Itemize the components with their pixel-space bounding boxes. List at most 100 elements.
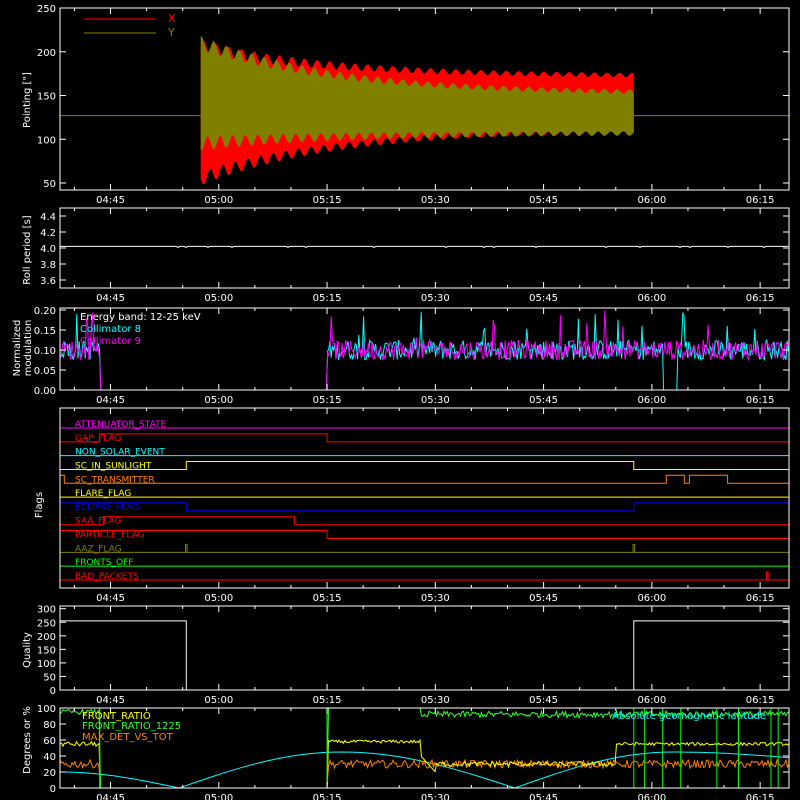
x-tick-label: 05:15 — [313, 195, 342, 206]
y-tick-label: 150 — [37, 645, 56, 656]
flag-fronts-off-label: FRONTS_OFF — [75, 558, 133, 568]
y-tick-label: 250 — [37, 4, 56, 15]
flag-sc-in-sunlight-label: SC_IN_SUNLIGHT — [75, 461, 152, 471]
y-tick-label: 20 — [43, 768, 56, 779]
flags-plot: ATTENUATOR_STATE GAP_FLAG NON_SOLAR_EVENT S… — [60, 420, 789, 582]
legend-front-ratio-1225: FRONT_RATIO_1225 — [82, 721, 181, 732]
legend-y-label: Y — [167, 26, 175, 39]
y-tick-label: 200 — [37, 632, 56, 643]
flag-saa-flag-line — [60, 516, 789, 526]
flags-panel: ATTENUATOR_STATE GAP_FLAG NON_SOLAR_EVENT S… — [34, 407, 790, 604]
ratios-axes: 04:45 05:00 05:15 05:30 05:45 06:00 06:15 0 20 40… — [37, 704, 790, 800]
y-tick-label: 150 — [37, 92, 56, 103]
x-tick-label: 05:45 — [529, 793, 558, 800]
legend-max-det-vs-tot: MAX_DET_VS_TOT — [82, 732, 174, 743]
x-tick-label: 05:45 — [529, 695, 558, 706]
y-tick-label: 200 — [37, 48, 56, 59]
legend-collimator-9: Collimator 9 — [80, 336, 141, 347]
y-tick-label: 0.20 — [34, 306, 56, 317]
legend-geomagnetic-latitude: Absolute geomagnetic latitude — [612, 711, 766, 722]
x-tick-label: 04:45 — [96, 293, 125, 304]
x-tick-label: 05:30 — [421, 695, 450, 706]
x-tick-label: 05:00 — [204, 293, 233, 304]
flag-non-solar-event-label: NON_SOLAR_EVENT — [75, 448, 165, 458]
flags-axes: 04:45 05:00 05:15 05:30 05:45 06:00 06:15 — [59, 407, 790, 604]
flag-attenuator-state-label: ATTENUATOR_STATE — [75, 420, 167, 430]
y-tick-label: 100 — [37, 135, 56, 146]
x-tick-label: 06:00 — [637, 793, 666, 800]
flag-eclipse-flag-label: ECLIPSE_FLAG — [75, 503, 139, 513]
y-tick-label: 40 — [43, 752, 56, 763]
ratios-ylabel: Degrees or % — [22, 706, 33, 774]
plot-frame — [59, 707, 790, 789]
x-tick-label: 04:45 — [96, 395, 125, 406]
x-tick-label: 06:00 — [637, 695, 666, 706]
roll-axes: 04:45 05:00 05:15 05:30 05:45 06:00 06:15 3.6 3.… — [40, 207, 790, 304]
plot-frame — [59, 7, 790, 191]
pointing-panel: 04:45 05:00 05:15 05:30 05:45 06:00 06:15 50 100… — [22, 4, 790, 206]
flag-sc-transmitter-label: SC_TRANSMITTER — [75, 475, 155, 485]
geomagnetic-latitude-series — [60, 751, 790, 789]
flag-particle-flag-line — [60, 530, 789, 540]
quality-axes: 04:45 05:00 05:15 05:30 05:45 06:00 06:15 0 50 10… — [37, 605, 790, 706]
roll-period-line — [60, 245, 788, 248]
quality-panel: 04:45 05:00 05:15 05:30 05:45 06:00 06:15 0 50 10… — [22, 605, 790, 706]
x-tick-label: 06:15 — [746, 695, 775, 706]
x-tick-label: 05:45 — [529, 195, 558, 206]
y-tick-label: 4.0 — [40, 244, 56, 255]
modulation-axes: 04:45 05:00 05:15 05:30 05:45 06:00 06:15 0.00 0… — [34, 306, 790, 406]
x-tick-label: 06:15 — [746, 293, 775, 304]
flags-ylabel: Flags — [34, 492, 45, 518]
x-tick-label: 05:00 — [204, 793, 233, 800]
plot-frame — [59, 307, 790, 391]
x-tick-label: 05:00 — [204, 695, 233, 706]
modulation-panel: 04:45 05:00 05:15 05:30 05:45 06:00 06:15 0.00 0… — [12, 306, 790, 406]
flag-bad-packets-label: BAD_PACKETS — [75, 572, 139, 582]
flag-gap-flag-label: GAP_FLAG — [75, 434, 121, 444]
pointing-ylabel: Pointing ["] — [22, 72, 33, 128]
y-tick-label: 300 — [37, 605, 56, 616]
x-tick-label: 05:00 — [204, 593, 233, 604]
plot-frame — [59, 605, 790, 691]
legend-front-ratio: FRONT_RATIO — [82, 711, 151, 722]
flag-gap-flag-line — [60, 433, 789, 443]
x-tick-label: 05:15 — [313, 695, 342, 706]
x-tick-label: 04:45 — [96, 793, 125, 800]
flag-eclipse-flag-line — [60, 502, 789, 512]
x-tick-label: 06:15 — [746, 793, 775, 800]
x-tick-label: 05:30 — [421, 593, 450, 604]
x-tick-label: 05:30 — [421, 793, 450, 800]
y-tick-label: 0.10 — [34, 346, 56, 357]
x-tick-label: 06:00 — [637, 293, 666, 304]
x-tick-label: 06:00 — [637, 395, 666, 406]
x-tick-label: 05:30 — [421, 195, 450, 206]
flag-sc-in-sunlight-line — [60, 460, 789, 470]
y-tick-label: 100 — [37, 659, 56, 670]
y-tick-label: 0.00 — [34, 386, 56, 397]
y-tick-label: 3.6 — [40, 276, 56, 287]
x-tick-label: 05:30 — [421, 395, 450, 406]
x-tick-label: 05:45 — [529, 593, 558, 604]
flag-aaz-flag-spike — [632, 543, 636, 553]
x-tick-label: 05:30 — [421, 293, 450, 304]
x-tick-label: 06:15 — [746, 195, 775, 206]
x-tick-label: 06:00 — [637, 593, 666, 604]
y-tick-label: 50 — [43, 672, 56, 683]
flag-bad-packets-spike — [766, 571, 769, 580]
pointing-axes: 04:45 05:00 05:15 05:30 05:45 06:00 06:15 50 100… — [37, 4, 790, 206]
y-tick-label: 250 — [37, 618, 56, 629]
x-tick-label: 05:15 — [313, 593, 342, 604]
y-tick-label: 3.8 — [40, 260, 56, 271]
flag-aaz-flag-label: AAZ_FLAG — [75, 544, 122, 554]
y-tick-label: 50 — [43, 179, 56, 190]
y-tick-label: 60 — [43, 736, 56, 747]
x-tick-label: 05:00 — [204, 195, 233, 206]
y-tick-label: 0.05 — [34, 366, 56, 377]
x-tick-label: 05:15 — [313, 793, 342, 800]
x-tick-label: 04:45 — [96, 195, 125, 206]
x-tick-label: 05:00 — [204, 395, 233, 406]
series-y-envelope — [200, 35, 634, 151]
roll-panel: 04:45 05:00 05:15 05:30 05:45 06:00 06:15 3.6 3.… — [22, 207, 790, 304]
x-tick-label: 04:45 — [96, 695, 125, 706]
flag-aaz-flag-spike — [185, 543, 188, 553]
